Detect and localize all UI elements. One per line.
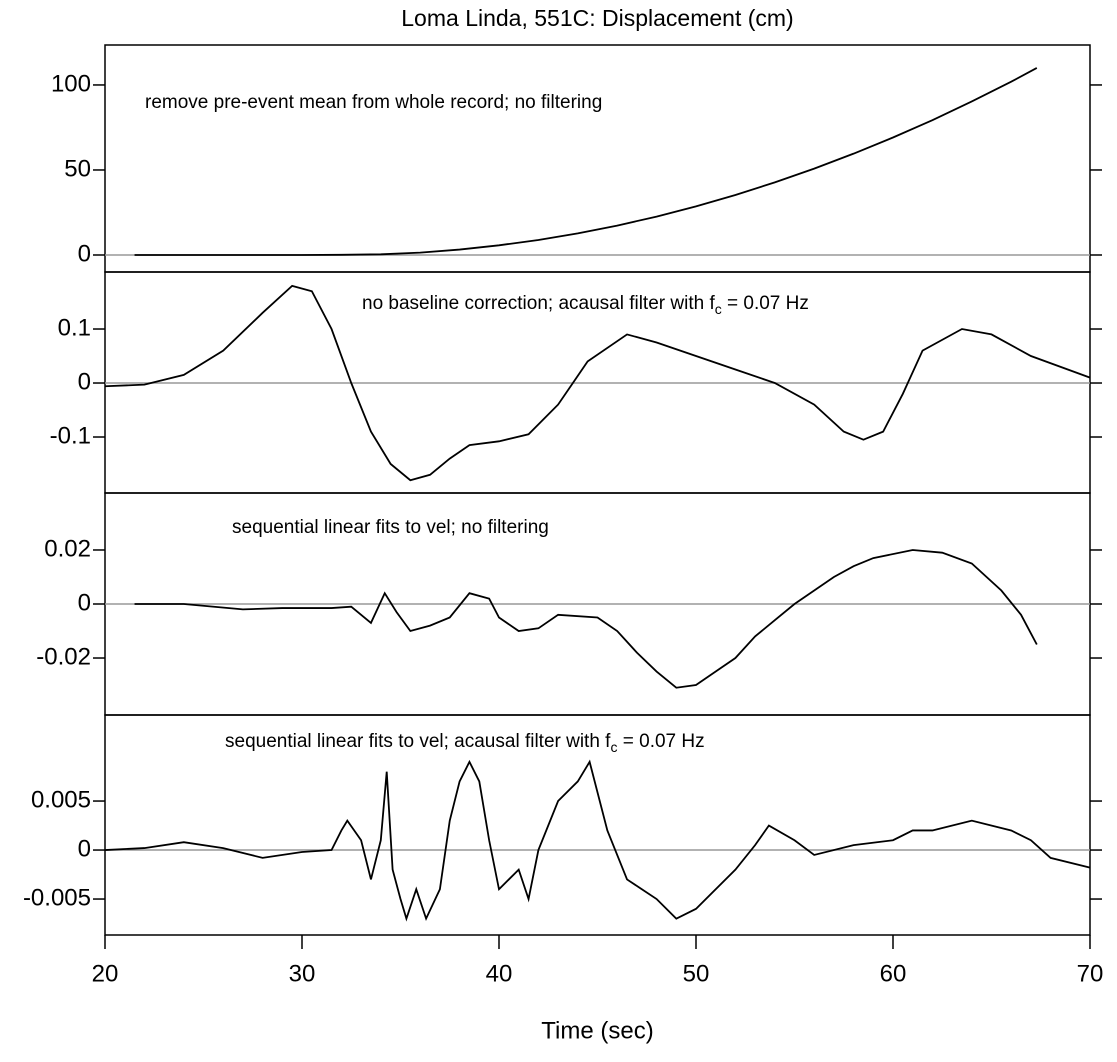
data-line — [104, 759, 1091, 922]
y-tick-label: -0.005 — [23, 884, 91, 911]
data-line — [134, 549, 1038, 689]
y-tick-label: -0.1 — [50, 422, 91, 449]
y-tick-label: 0.1 — [58, 314, 91, 341]
annotation: sequential linear fits to vel; no filter… — [232, 517, 549, 538]
panel-frame — [104, 714, 1091, 936]
annotation-subscript: c — [610, 739, 617, 755]
annotation-part: sequential linear fits to vel; acausal f… — [225, 731, 611, 752]
y-tick-label: 50 — [64, 155, 91, 182]
y-tick-label: 0 — [78, 368, 91, 395]
x-tick-label: 30 — [289, 960, 316, 987]
data-line — [104, 284, 1091, 482]
y-tick-label: 0.005 — [31, 786, 91, 813]
annotation-part: sequential linear fits to vel; no filter… — [232, 517, 549, 538]
x-tick-label: 40 — [486, 960, 513, 987]
data-line — [134, 67, 1038, 256]
x-tick-label: 60 — [880, 960, 907, 987]
y-tick-label: 0 — [78, 835, 91, 862]
panel-frame — [104, 44, 1091, 273]
x-tick-label: 20 — [92, 960, 119, 987]
annotation-subscript: c — [715, 301, 722, 317]
chart-title: Loma Linda, 551C: Displacement (cm) — [401, 5, 793, 31]
x-tick-label: 70 — [1077, 960, 1104, 987]
y-tick-label: -0.02 — [36, 643, 91, 670]
annotation-part: = 0.07 Hz — [617, 731, 704, 752]
x-axis-label: Time (sec) — [541, 1017, 653, 1044]
annotation-part: remove pre-event mean from whole record;… — [145, 92, 602, 113]
y-tick-label: 0 — [78, 589, 91, 616]
x-tick-label: 50 — [683, 960, 710, 987]
y-tick-label: 0 — [78, 240, 91, 267]
annotation: no baseline correction; acausal filter w… — [362, 293, 809, 317]
annotation-part: = 0.07 Hz — [722, 293, 809, 314]
y-tick-label: 0.02 — [44, 535, 91, 562]
annotation: remove pre-event mean from whole record;… — [145, 92, 602, 113]
annotation-part: no baseline correction; acausal filter w… — [362, 293, 715, 314]
annotation: sequential linear fits to vel; acausal f… — [225, 731, 705, 755]
y-tick-label: 100 — [51, 70, 91, 97]
